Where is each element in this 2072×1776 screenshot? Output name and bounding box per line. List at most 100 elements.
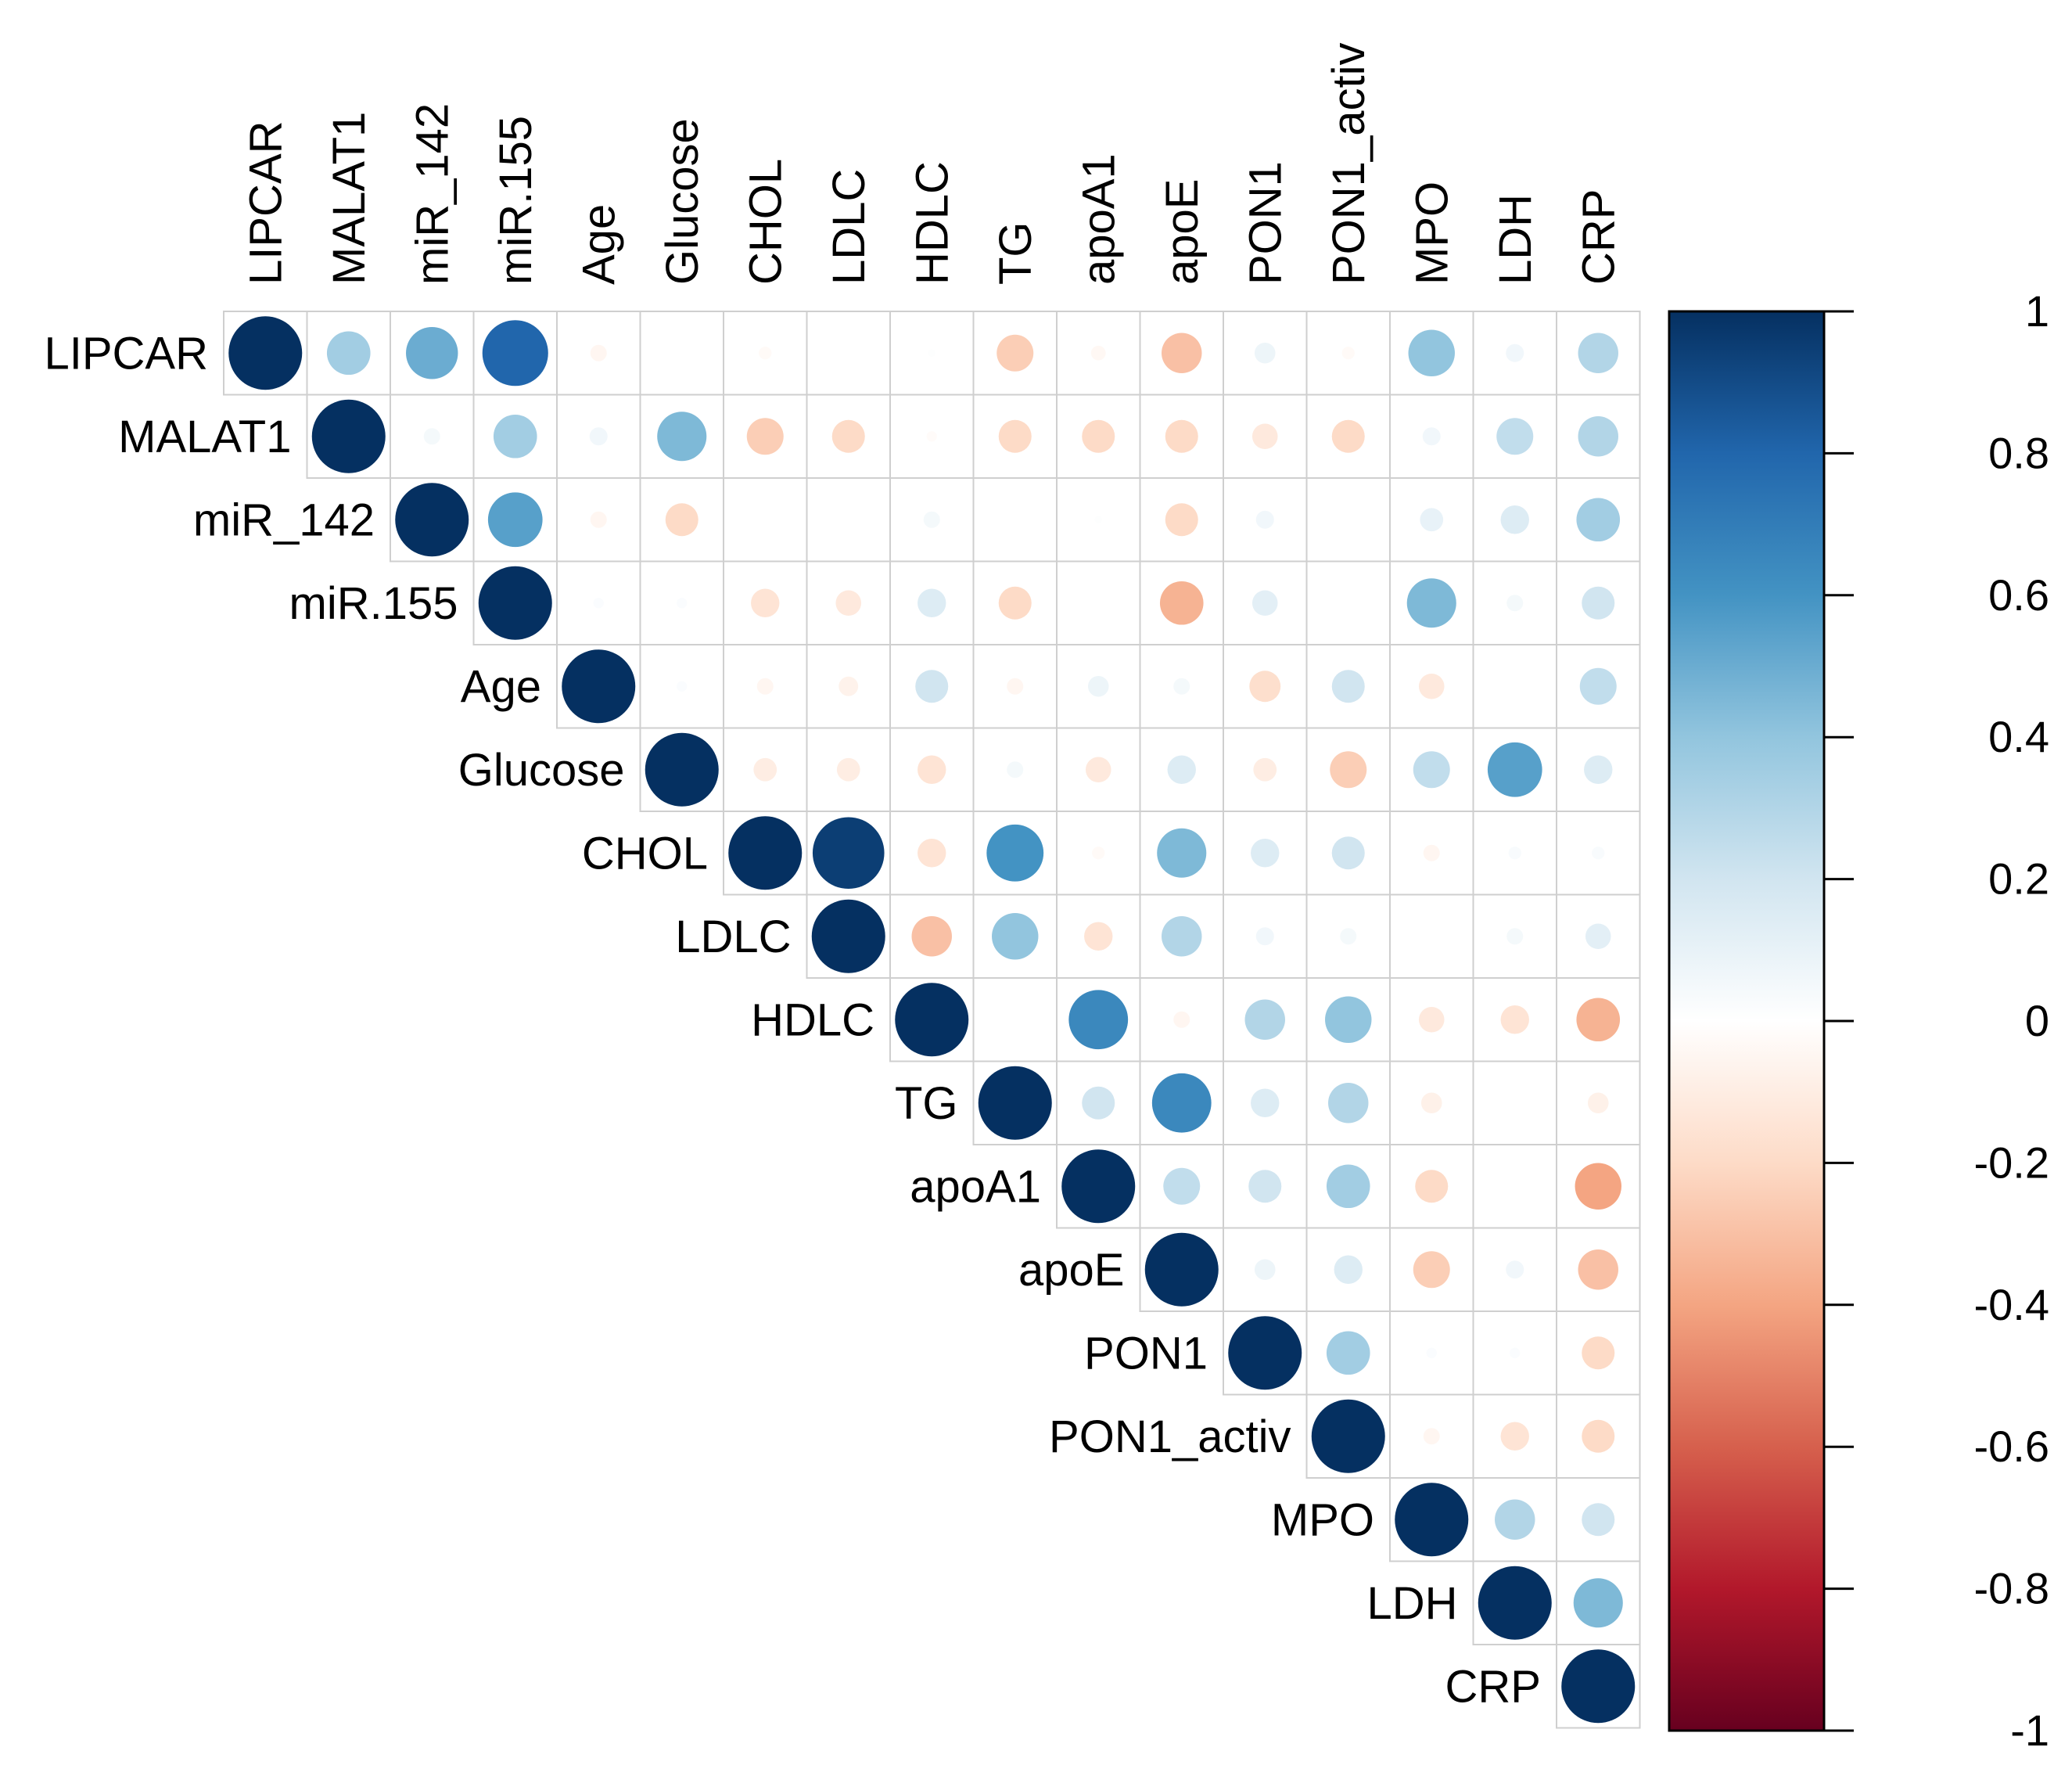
column-label: HDLC xyxy=(907,161,957,285)
corr-circle-PON1_activ-LDH xyxy=(1500,1422,1529,1451)
corr-circle-Glucose-Glucose xyxy=(645,732,719,807)
corr-circle-miR_142-CRP xyxy=(1576,498,1621,542)
corr-circle-Age-TG xyxy=(1007,678,1024,695)
corr-circle-TG-PON1 xyxy=(1251,1088,1280,1117)
corr-circle-LDLC-PON1 xyxy=(1255,927,1274,946)
row-label: PON1_activ xyxy=(1049,1411,1291,1462)
corr-circle-TG-PON1_activ xyxy=(1328,1083,1369,1123)
color-legend-tick-label: -0.8 xyxy=(1974,1564,2050,1613)
corr-circle-miR.155-LDLC xyxy=(835,590,862,617)
corr-circle-miR_142-MPO xyxy=(1420,508,1444,532)
corr-circle-CRP-CRP xyxy=(1561,1649,1636,1724)
corr-circle-miR.155-HDLC xyxy=(917,588,946,617)
corr-circle-PON1_activ-MPO xyxy=(1423,1428,1440,1445)
color-legend-tick-label: -1 xyxy=(2010,1706,2049,1755)
corr-circle-MALAT1-Age xyxy=(589,427,608,446)
corr-circle-miR_142-Age xyxy=(590,511,607,528)
corr-circle-LIPCAR-CRP xyxy=(1578,333,1618,373)
correlation-circles xyxy=(228,316,1636,1724)
corr-circle-CHOL-MPO xyxy=(1423,844,1440,861)
corr-circle-MALAT1-apoE xyxy=(1165,419,1198,453)
row-label: CRP xyxy=(1445,1661,1541,1712)
corr-circle-Age-PON1_activ xyxy=(1331,670,1365,703)
column-label: LIPCAR xyxy=(240,120,291,285)
corr-circle-apoE-LDH xyxy=(1506,1260,1524,1279)
corr-circle-HDLC-HDLC xyxy=(895,983,969,1057)
corr-circle-LDLC-apoA1 xyxy=(1084,922,1113,951)
corr-circle-TG-apoA1 xyxy=(1082,1086,1115,1120)
column-label: MPO xyxy=(1406,182,1457,285)
corr-circle-apoE-apoE xyxy=(1144,1232,1219,1307)
corr-circle-miR.155-miR.155 xyxy=(478,566,552,640)
corr-circle-miR_142-LDH xyxy=(1500,505,1529,534)
corr-circle-apoA1-PON1_activ xyxy=(1326,1164,1370,1209)
corr-circle-miR_142-apoA1 xyxy=(1094,516,1102,523)
corr-circle-LDH-CRP xyxy=(1573,1578,1623,1628)
corr-circle-Glucose-apoA1 xyxy=(1085,757,1111,783)
corr-circle-Glucose-TG xyxy=(1007,761,1024,778)
corr-circle-miR_142-PON1 xyxy=(1255,510,1274,529)
corr-circle-HDLC-PON1_activ xyxy=(1325,996,1372,1043)
corr-circle-Age-CHOL xyxy=(756,678,774,695)
corr-circle-apoA1-PON1 xyxy=(1248,1170,1282,1203)
color-legend-tick-label: -0.2 xyxy=(1974,1138,2050,1187)
row-label: CHOL xyxy=(582,828,708,879)
column-label: PON1 xyxy=(1240,161,1291,285)
corr-circle-Glucose-CRP xyxy=(1584,755,1613,784)
row-label: Age xyxy=(461,661,541,712)
row-label: Glucose xyxy=(458,745,625,796)
corr-circle-LIPCAR-apoA1 xyxy=(1090,345,1106,361)
color-legend-tick-label: 0.4 xyxy=(1988,712,2049,761)
column-labels: LIPCAR MALAT1 miR_142 miR.155 Age Glucose CHOL… xyxy=(240,43,1624,285)
corr-circle-PON1-PON1_activ xyxy=(1326,1331,1370,1375)
color-legend-tick-label: 1 xyxy=(2025,286,2049,336)
corr-circle-Age-apoE xyxy=(1173,678,1190,695)
corr-circle-LDLC-PON1_activ xyxy=(1340,928,1357,945)
row-label: MALAT1 xyxy=(118,412,291,462)
corr-circle-LIPCAR-PON1 xyxy=(1254,342,1276,364)
color-legend: 1 0.8 0.6 0.4 0.2 0 -0.2 -0.4 -0.6 -0.8 -1 xyxy=(1668,286,2050,1755)
corr-circle-Age-CRP xyxy=(1579,667,1617,705)
corr-circle-Age-Glucose xyxy=(677,681,688,692)
corr-circle-apoA1-MPO xyxy=(1415,1170,1449,1203)
color-legend-tick-label: 0 xyxy=(2025,996,2049,1045)
corr-circle-apoA1-apoA1 xyxy=(1061,1149,1136,1224)
corr-circle-Age-HDLC xyxy=(915,670,949,703)
corr-circle-MALAT1-miR_142 xyxy=(423,428,440,445)
corr-circle-Glucose-apoE xyxy=(1167,755,1196,784)
corr-circle-CHOL-PON1_activ xyxy=(1331,836,1365,870)
corr-circle-apoE-CRP xyxy=(1578,1249,1618,1290)
corr-circle-LIPCAR-HDLC xyxy=(928,349,935,357)
column-label: miR_142 xyxy=(407,103,458,285)
row-label: LIPCAR xyxy=(44,328,208,379)
grid-cell xyxy=(972,477,1058,563)
corr-circle-MALAT1-LDLC xyxy=(831,419,865,453)
corr-circle-MALAT1-Glucose xyxy=(657,412,707,462)
row-label: HDLC xyxy=(751,994,874,1045)
corr-circle-HDLC-LDH xyxy=(1500,1005,1529,1034)
corr-circle-LIPCAR-MPO xyxy=(1408,329,1455,376)
corr-circle-miR.155-Age xyxy=(593,598,604,609)
grid-cell xyxy=(1472,1144,1557,1229)
corr-circle-LDLC-CRP xyxy=(1585,923,1611,950)
corr-circle-LIPCAR-miR.155 xyxy=(482,320,548,386)
corr-circle-apoA1-CRP xyxy=(1575,1163,1621,1210)
row-label: miR.155 xyxy=(289,578,458,629)
corr-circle-miR.155-Glucose xyxy=(677,598,688,609)
corr-circle-PON1_activ-CRP xyxy=(1582,1419,1615,1453)
corr-circle-miR.155-PON1 xyxy=(1251,590,1278,617)
grid-cell xyxy=(723,477,808,563)
corr-circle-MALAT1-PON1 xyxy=(1251,423,1278,450)
row-label: LDH xyxy=(1366,1578,1457,1629)
row-label: TG xyxy=(895,1078,958,1129)
corr-circle-LIPCAR-Age xyxy=(590,344,607,361)
corr-circle-CHOL-CHOL xyxy=(728,816,803,890)
corr-circle-Glucose-LDH xyxy=(1487,742,1542,797)
corr-circle-LDLC-HDLC xyxy=(911,916,952,957)
row-label: apoE xyxy=(1018,1245,1124,1296)
column-label: CRP xyxy=(1573,189,1624,285)
corr-circle-HDLC-apoE xyxy=(1173,1011,1190,1028)
corr-circle-miR.155-CHOL xyxy=(751,588,780,617)
